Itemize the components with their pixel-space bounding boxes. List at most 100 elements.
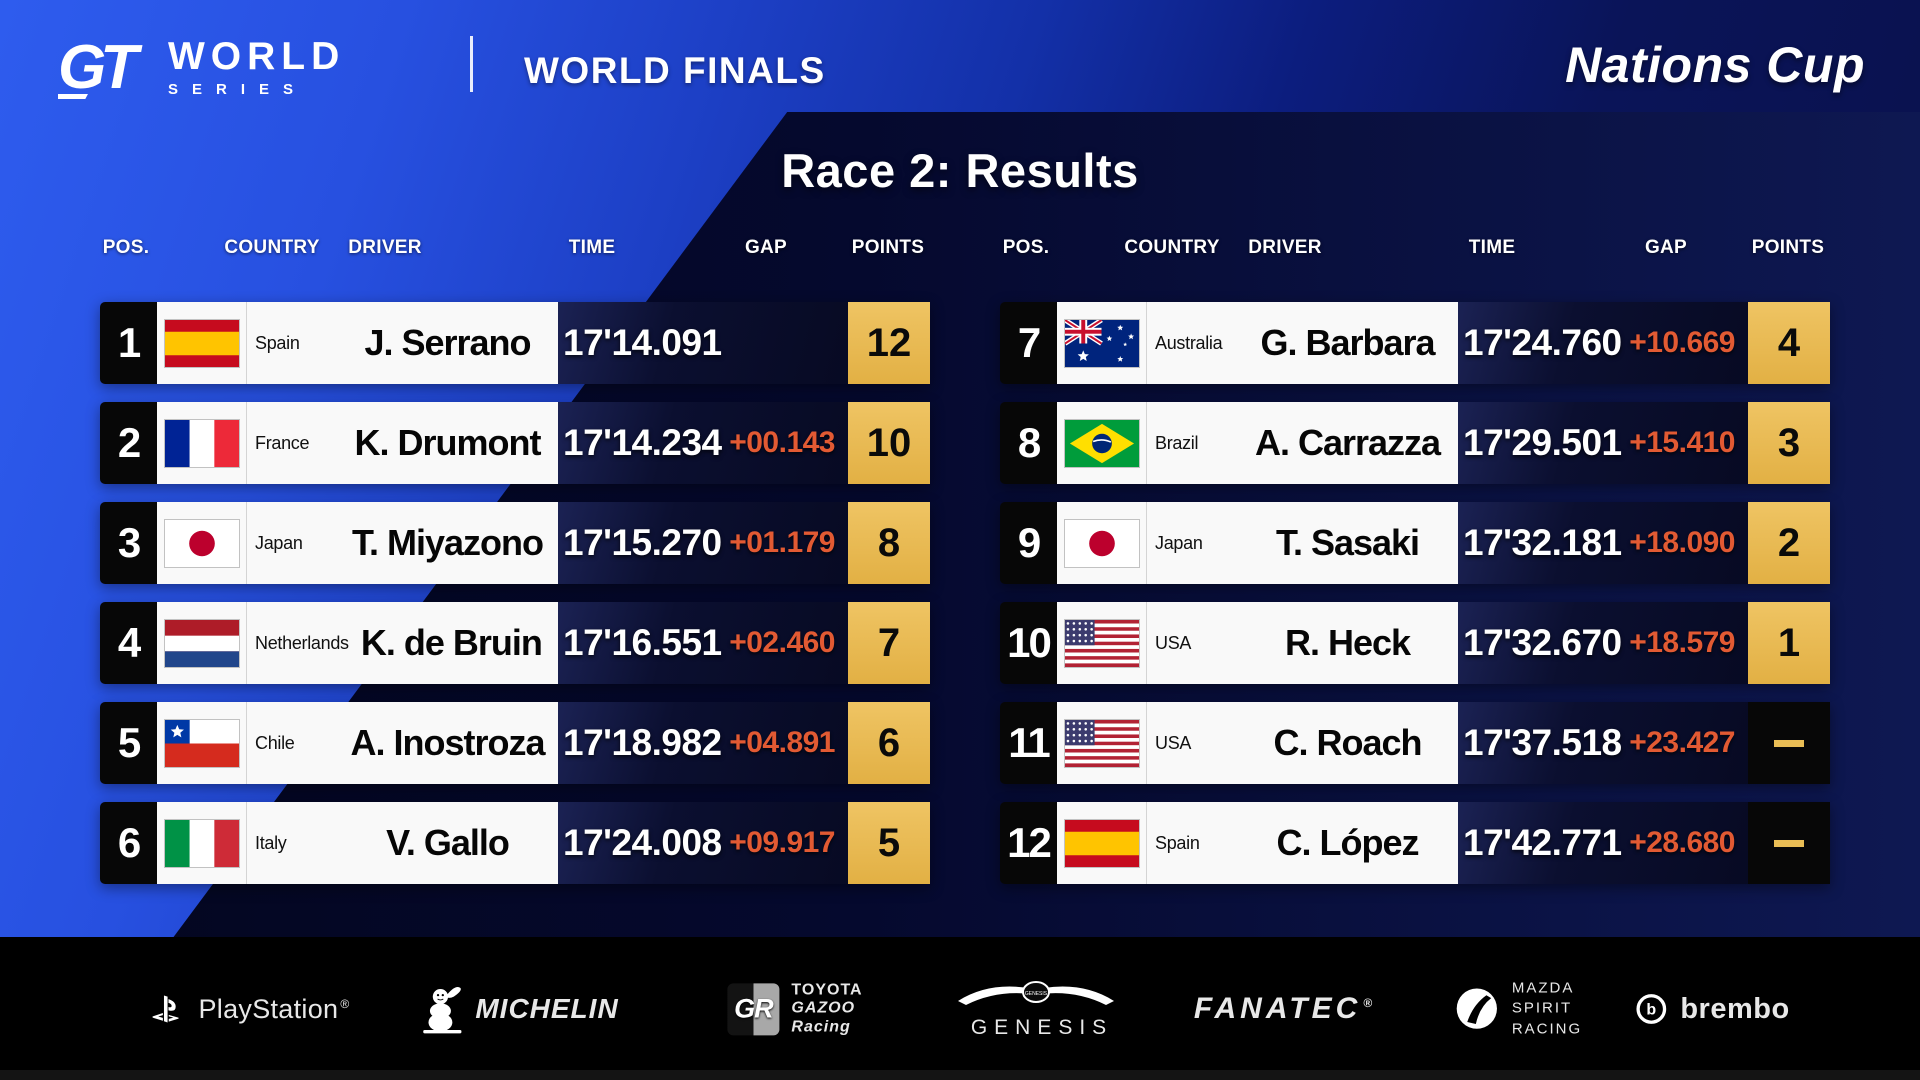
driver-name: V. Gallo: [386, 822, 510, 863]
driver-panel: Spain J. Serrano: [157, 302, 558, 384]
driver-name: R. Heck: [1284, 622, 1411, 663]
driver-name: K. de Bruin: [360, 622, 543, 663]
driver-panel: Netherlands K. de Bruin: [157, 602, 558, 684]
result-row-pos-9: 9 Japan T. Sasaki 17'32.181 +18.090 2: [1000, 502, 1830, 584]
driver-name: J. Serrano: [364, 322, 531, 363]
country-label: USA: [1155, 632, 1192, 653]
time-value: 17'32.670: [1463, 622, 1622, 663]
country-label: Spain: [1155, 832, 1200, 853]
result-row-pos-11: 11 USA C. Roach 17'37.518 +23.427: [1000, 702, 1830, 784]
gap-value: +04.891: [729, 726, 835, 759]
time-gap-panel: [558, 702, 848, 784]
points-cell: 3: [1748, 402, 1830, 484]
country-label: Spain: [255, 332, 300, 353]
michelin-man-icon: [421, 982, 463, 1036]
result-row-pos-3: 3 Japan T. Miyazono 17'15.270 +01.179 8: [100, 502, 930, 584]
time-gap-panel: [558, 402, 848, 484]
cup-title: Nations Cup: [1565, 37, 1865, 93]
sponsor-bar: PlayStation ® MICHELIN GR TOYOTA GAZOO Racing G…: [0, 937, 1920, 1080]
result-row-pos-1: 1 Spain J. Serrano 17'14.091 12: [100, 302, 930, 384]
result-row-pos-6: 6 Italy V. Gallo 17'24.008 +09.917 5: [100, 802, 930, 884]
time-gap-panel: [558, 602, 848, 684]
time-gap-panel: [1458, 502, 1748, 584]
points-cell: 7: [848, 602, 930, 684]
time-value: 17'37.518: [1463, 722, 1622, 763]
driver-name: T. Sasaki: [1275, 522, 1420, 563]
column-header-gap-left: GAP: [744, 237, 788, 258]
bottom-strip: [0, 1070, 1920, 1080]
result-row-pos-5: 5 Chile A. Inostroza 17'18.982 +04.891 6: [100, 702, 930, 784]
mazda-circle-icon: [1454, 986, 1500, 1032]
genesis-wings-icon: GENESIS: [956, 978, 1116, 1012]
position-cell: 12: [1000, 802, 1057, 884]
points-cell: 8: [848, 502, 930, 584]
france-flag-icon: [157, 402, 247, 484]
column-header-gap-right: GAP: [1644, 237, 1688, 258]
country-label: Brazil: [1155, 432, 1199, 453]
points-cell: 4: [1748, 302, 1830, 384]
no-points-dash: [1774, 739, 1804, 747]
driver-panel: France K. Drumont: [157, 402, 558, 484]
position-cell: 3: [100, 502, 157, 584]
column-header-points-right: POINTS: [1751, 237, 1825, 258]
australia-flag-icon: [1057, 302, 1147, 384]
driver-name: A. Carrazza: [1254, 422, 1441, 463]
gap-value: +28.680: [1629, 826, 1735, 859]
points-cell: 1: [1748, 602, 1830, 684]
driver-panel: Chile A. Inostroza: [157, 702, 558, 784]
results-table-right: 7 Australia G. Barbara 17'24.760 +10.669 4 8 Br…: [1000, 302, 1830, 902]
spain-flag-icon: [157, 302, 247, 384]
points-cell: 5: [848, 802, 930, 884]
usa-flag-icon: [1057, 602, 1147, 684]
page-title: Race 2: Results: [781, 144, 1139, 197]
country-label: Japan: [1155, 532, 1203, 553]
points-cell: 12: [848, 302, 930, 384]
position-cell: 7: [1000, 302, 1057, 384]
column-header-pos-left: POS.: [102, 237, 150, 258]
time-gap-panel: [558, 302, 848, 384]
country-label: Chile: [255, 732, 295, 753]
driver-name: T. Miyazono: [351, 522, 544, 563]
country-label: France: [255, 432, 310, 453]
brazil-flag-icon: [1057, 402, 1147, 484]
gr-badge: GR: [727, 982, 780, 1035]
result-row-pos-2: 2 France K. Drumont 17'14.234 +00.143 10: [100, 402, 930, 484]
column-header-time-left: TIME: [568, 237, 616, 258]
country-label: Italy: [255, 832, 287, 853]
column-header-country-right: COUNTRY: [1124, 237, 1220, 258]
gap-value: +00.143: [729, 426, 835, 459]
japan-flag-icon: [157, 502, 247, 584]
sponsor-text-lines: MAZDA SPIRIT RACING: [1511, 979, 1583, 1038]
country-label: Australia: [1155, 332, 1223, 353]
driver-panel: Italy V. Gallo: [157, 802, 558, 884]
usa-flag-icon: [1057, 702, 1147, 784]
time-value: 17'18.982: [563, 722, 722, 763]
gap-value: [675, 302, 835, 384]
brand-line1: WORLD: [168, 34, 346, 78]
driver-panel: USA C. Roach: [1057, 702, 1458, 784]
country-label: USA: [1155, 732, 1192, 753]
results-table-left: 1 Spain J. Serrano 17'14.091 12 2 France K. Dru…: [100, 302, 930, 902]
sponsor-label: GENESIS: [970, 1016, 1114, 1039]
result-row-pos-4: 4 Netherlands K. de Bruin 17'16.551 +02.460 7: [100, 602, 930, 684]
time-value: 17'32.181: [1463, 522, 1622, 563]
time-gap-panel: [1458, 702, 1748, 784]
sponsor-mazda-spirit-racing: MAZDA SPIRIT RACING: [1454, 979, 1582, 1040]
position-cell: 10: [1000, 602, 1057, 684]
svg-text:GENESIS: GENESIS: [1025, 991, 1048, 997]
no-points-dash: [1774, 839, 1804, 847]
gap-value: +23.427: [1629, 726, 1735, 759]
time-value: 17'24.008: [563, 822, 722, 863]
driver-panel: Japan T. Sasaki: [1057, 502, 1458, 584]
driver-name: G. Barbara: [1260, 322, 1435, 363]
driver-panel: Australia G. Barbara: [1057, 302, 1458, 384]
chile-flag-icon: [157, 702, 247, 784]
sponsor-text-lines: TOYOTA GAZOO Racing: [791, 981, 863, 1036]
column-header-pos-right: POS.: [1002, 237, 1050, 258]
driver-name: A. Inostroza: [350, 722, 545, 763]
driver-panel: Brazil A. Carrazza: [1057, 402, 1458, 484]
driver-name: C. López: [1276, 822, 1420, 863]
points-cell: 10: [848, 402, 930, 484]
gap-value: +02.460: [729, 626, 835, 659]
sponsor-label: FANATEC ®: [1193, 992, 1377, 1025]
